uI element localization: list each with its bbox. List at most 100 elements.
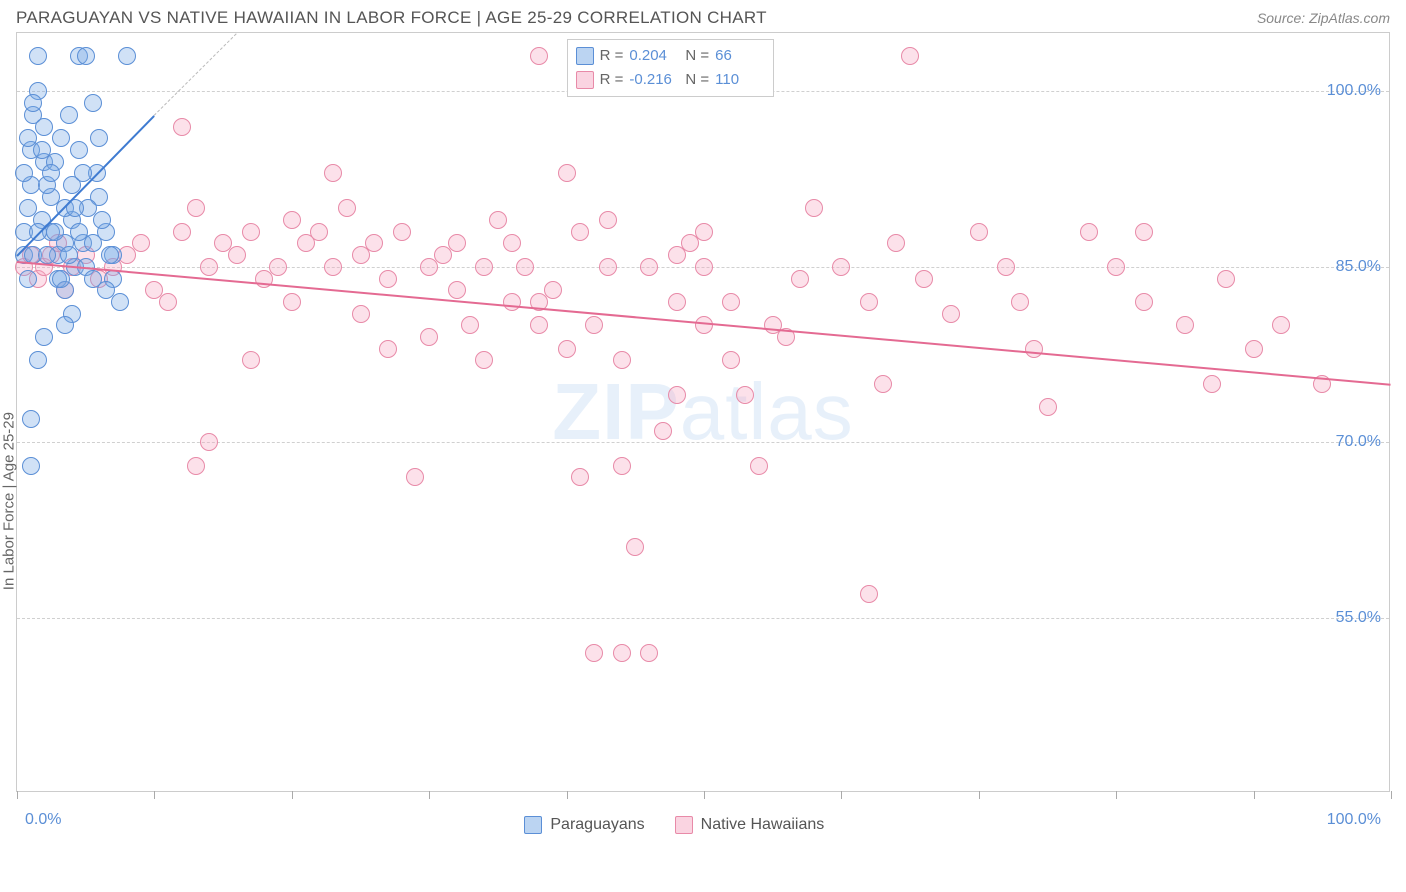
data-point <box>111 293 129 311</box>
data-point <box>22 457 40 475</box>
data-point <box>1245 340 1263 358</box>
data-point <box>52 270 70 288</box>
data-point <box>901 47 919 65</box>
data-point <box>503 293 521 311</box>
data-point <box>1039 398 1057 416</box>
x-tick <box>841 791 842 799</box>
data-point <box>503 234 521 252</box>
x-tick <box>154 791 155 799</box>
chart-header: PARAGUAYAN VS NATIVE HAWAIIAN IN LABOR F… <box>0 0 1406 32</box>
data-point <box>42 164 60 182</box>
data-point <box>420 328 438 346</box>
data-point <box>379 270 397 288</box>
data-point <box>324 164 342 182</box>
data-point <box>530 47 548 65</box>
data-point <box>173 223 191 241</box>
x-tick <box>17 791 18 799</box>
data-point <box>379 340 397 358</box>
stats-row-a: R =0.204N =66 <box>576 44 766 68</box>
data-point <box>56 316 74 334</box>
data-point <box>93 211 111 229</box>
data-point <box>29 351 47 369</box>
data-point <box>668 386 686 404</box>
plot-area: ZIPatlas 55.0% 70.0% 85.0% 100.0% R =0.204N … <box>17 33 1389 791</box>
data-point <box>1025 340 1043 358</box>
data-point <box>448 234 466 252</box>
y-tick-label: 55.0% <box>1336 609 1381 627</box>
data-point <box>448 281 466 299</box>
data-point <box>1080 223 1098 241</box>
legend-item-paraguayans: Paraguayans <box>524 816 644 834</box>
data-point <box>860 293 878 311</box>
data-point <box>1107 258 1125 276</box>
x-label-left: 0.0% <box>25 811 61 829</box>
data-point <box>118 47 136 65</box>
correlation-chart: In Labor Force | Age 25-29 ZIPatlas 55.0… <box>16 32 1390 792</box>
data-point <box>33 141 51 159</box>
y-tick-label: 70.0% <box>1336 433 1381 451</box>
data-point <box>942 305 960 323</box>
swatch-pink-icon <box>576 71 594 89</box>
gridline <box>17 618 1389 619</box>
data-point <box>626 538 644 556</box>
data-point <box>132 234 150 252</box>
gridline <box>17 442 1389 443</box>
data-point <box>530 316 548 334</box>
watermark: ZIPatlas <box>552 366 853 458</box>
data-point <box>1217 270 1235 288</box>
data-point <box>15 164 33 182</box>
data-point <box>571 468 589 486</box>
data-point <box>599 211 617 229</box>
data-point <box>173 118 191 136</box>
data-point <box>695 316 713 334</box>
data-point <box>22 410 40 428</box>
data-point <box>613 457 631 475</box>
data-point <box>97 281 115 299</box>
swatch-blue-icon <box>524 816 542 834</box>
data-point <box>77 47 95 65</box>
data-point <box>84 234 102 252</box>
data-point <box>283 211 301 229</box>
x-tick <box>1254 791 1255 799</box>
data-point <box>1176 316 1194 334</box>
y-tick-label: 100.0% <box>1327 82 1381 100</box>
data-point <box>393 223 411 241</box>
data-point <box>200 433 218 451</box>
data-point <box>860 585 878 603</box>
data-point <box>489 211 507 229</box>
data-point <box>736 386 754 404</box>
data-point <box>310 223 328 241</box>
x-label-right: 100.0% <box>1327 811 1381 829</box>
x-tick <box>1116 791 1117 799</box>
data-point <box>805 199 823 217</box>
data-point <box>668 293 686 311</box>
data-point <box>228 246 246 264</box>
data-point <box>722 293 740 311</box>
data-point <box>558 164 576 182</box>
data-point <box>571 223 589 241</box>
stats-row-b: R =-0.216N =110 <box>576 68 766 92</box>
data-point <box>887 234 905 252</box>
data-point <box>19 270 37 288</box>
data-point <box>516 258 534 276</box>
data-point <box>613 644 631 662</box>
y-tick-label: 85.0% <box>1336 258 1381 276</box>
data-point <box>60 246 78 264</box>
data-point <box>1135 293 1153 311</box>
source-credit: Source: ZipAtlas.com <box>1257 10 1390 26</box>
data-point <box>695 258 713 276</box>
data-point <box>544 281 562 299</box>
data-point <box>640 644 658 662</box>
data-point <box>101 246 119 264</box>
data-point <box>970 223 988 241</box>
data-point <box>187 199 205 217</box>
x-tick <box>704 791 705 799</box>
data-point <box>52 129 70 147</box>
data-point <box>461 316 479 334</box>
data-point <box>365 234 383 252</box>
data-point <box>29 47 47 65</box>
x-tick <box>292 791 293 799</box>
data-point <box>585 316 603 334</box>
trend-line <box>154 33 237 116</box>
bottom-legend: Paraguayans Native Hawaiians <box>524 816 824 834</box>
